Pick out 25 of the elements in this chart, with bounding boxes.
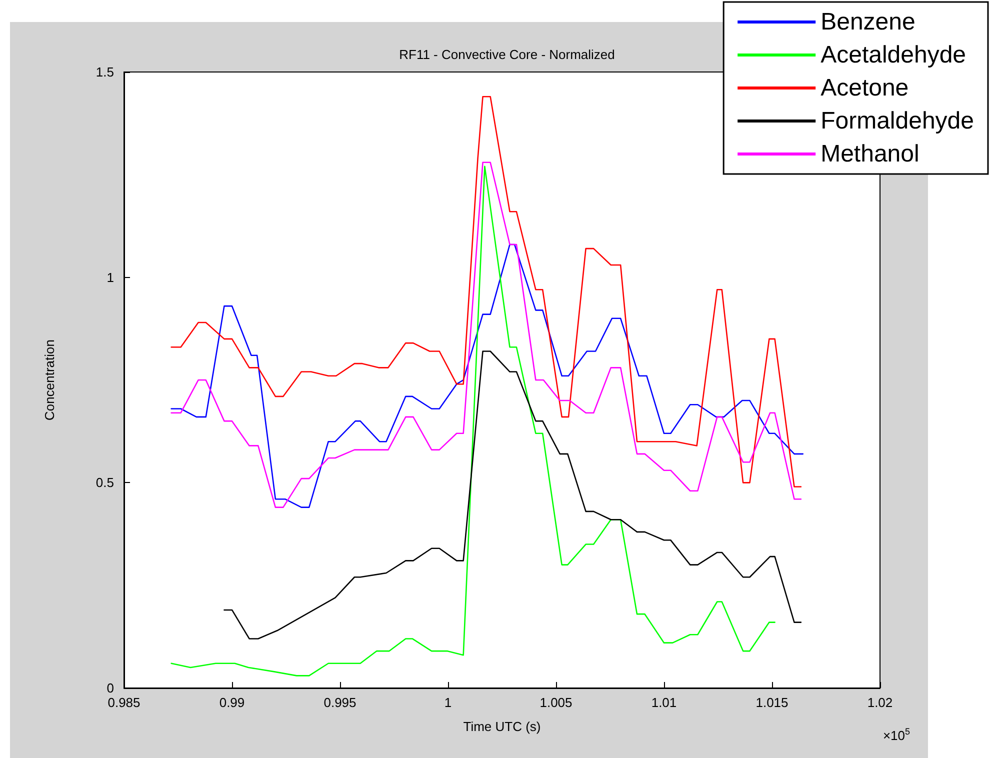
x-tick-label: 0.995	[324, 695, 356, 710]
x-tick-label: 1.015	[756, 695, 788, 710]
x-tick-label: 0.985	[108, 695, 140, 710]
line-series	[170, 166, 776, 676]
legend-label: Acetaldehyde	[820, 42, 966, 68]
x-tick-label: 1.005	[540, 695, 572, 710]
line-series	[170, 96, 802, 488]
y-tick-label: 1.5	[96, 64, 114, 80]
y-tick-label: 1	[106, 270, 114, 285]
line-series	[170, 244, 804, 508]
x-axis-title: Time UTC (s)	[463, 719, 541, 734]
legend-label: Acetone	[820, 74, 909, 102]
y-tick-label: 0	[106, 680, 114, 696]
line-series	[170, 162, 802, 508]
line-series	[224, 350, 802, 640]
x-tick-label: 1.02	[867, 695, 893, 710]
x-tick-label: 0.99	[219, 695, 245, 710]
x-tick-label: 1.01	[651, 695, 677, 710]
chart-title: RF11 - Convective Core - Normalized	[399, 47, 615, 62]
y-tick-label: 0.5	[96, 475, 114, 490]
y-axis-title: Concentration	[42, 340, 57, 420]
legend-label: Benzene	[820, 8, 916, 36]
legend-label: Methanol	[820, 140, 920, 168]
legend-label: Formaldehyde	[820, 108, 974, 134]
x-tick-label: 1	[444, 695, 452, 710]
